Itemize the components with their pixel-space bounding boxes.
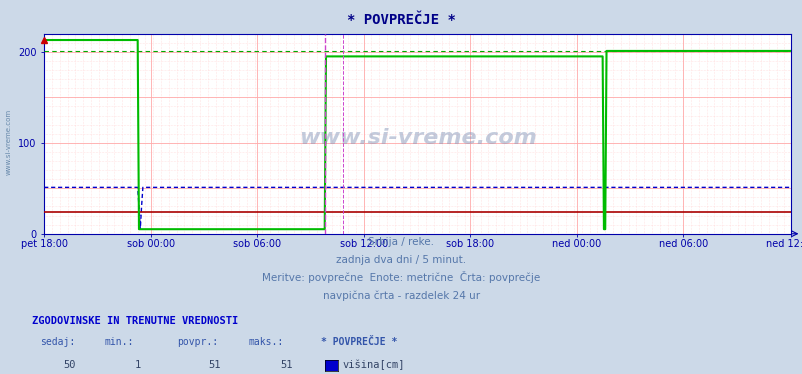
Text: * POVPREČJE *: * POVPREČJE * [346,13,456,27]
Text: Meritve: povprečne  Enote: metrične  Črta: povprečje: Meritve: povprečne Enote: metrične Črta:… [262,271,540,283]
Text: maks.:: maks.: [249,337,284,347]
Text: zadnja dva dni / 5 minut.: zadnja dva dni / 5 minut. [336,255,466,265]
Text: www.si-vreme.com: www.si-vreme.com [6,109,11,175]
Text: navpična črta - razdelek 24 ur: navpična črta - razdelek 24 ur [322,290,480,301]
Text: 1: 1 [134,360,140,370]
Text: 50: 50 [63,360,76,370]
Text: 51: 51 [208,360,221,370]
Text: povpr.:: povpr.: [176,337,217,347]
Text: 51: 51 [280,360,293,370]
Text: www.si-vreme.com: www.si-vreme.com [298,128,536,148]
Text: ZGODOVINSKE IN TRENUTNE VREDNOSTI: ZGODOVINSKE IN TRENUTNE VREDNOSTI [32,316,238,325]
Text: Srbija / reke.: Srbija / reke. [368,237,434,247]
Text: * POVPREČJE *: * POVPREČJE * [321,337,397,347]
Text: višina[cm]: višina[cm] [342,359,405,370]
Text: sedaj:: sedaj: [40,337,75,347]
Text: min.:: min.: [104,337,134,347]
